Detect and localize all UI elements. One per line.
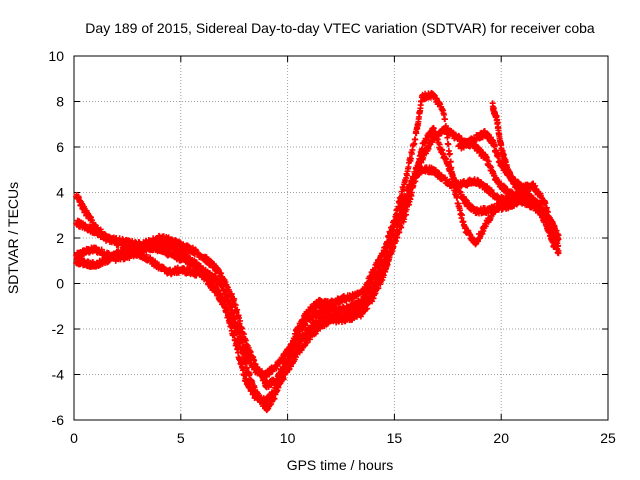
y-tick-label: -4 <box>52 367 65 383</box>
series-track-6 <box>489 100 558 250</box>
data-point <box>237 317 244 324</box>
data-point <box>228 290 235 297</box>
y-axis-label: SDTVAR / TECUs <box>5 182 21 294</box>
y-tick-label: -2 <box>52 321 65 337</box>
y-tick-label: 4 <box>56 185 64 201</box>
data-points <box>73 89 562 414</box>
y-tick-label: 10 <box>48 48 64 64</box>
y-axis-ticks: -6 -4 -2 0 2 4 6 8 10 <box>48 48 64 428</box>
y-tick-label: 8 <box>56 94 64 110</box>
data-point <box>231 295 238 302</box>
y-tick-label: -6 <box>52 412 65 428</box>
y-tick-label: 0 <box>56 276 64 292</box>
x-tick-label: 20 <box>493 430 509 446</box>
data-point <box>240 331 247 338</box>
x-tick-label: 10 <box>280 430 296 446</box>
data-point <box>555 247 562 254</box>
data-point <box>232 302 239 309</box>
x-axis-ticks: 0 5 10 15 20 25 <box>70 430 616 446</box>
x-tick-label: 25 <box>600 430 616 446</box>
x-tick-label: 15 <box>387 430 403 446</box>
data-point <box>218 270 225 277</box>
data-point <box>445 141 452 148</box>
chart-title: Day 189 of 2015, Sidereal Day-to-day VTE… <box>85 20 595 36</box>
data-point <box>441 116 448 123</box>
x-axis-label: GPS time / hours <box>287 457 394 473</box>
x-tick-label: 0 <box>70 430 78 446</box>
plot-border <box>73 55 609 421</box>
y-tick-label: 2 <box>56 230 64 246</box>
x-tick-label: 5 <box>177 430 185 446</box>
series-track-1 <box>73 164 562 380</box>
data-point <box>197 262 204 269</box>
data-point <box>234 306 241 313</box>
data-point <box>236 314 243 321</box>
y-tick-label: 6 <box>56 139 64 155</box>
